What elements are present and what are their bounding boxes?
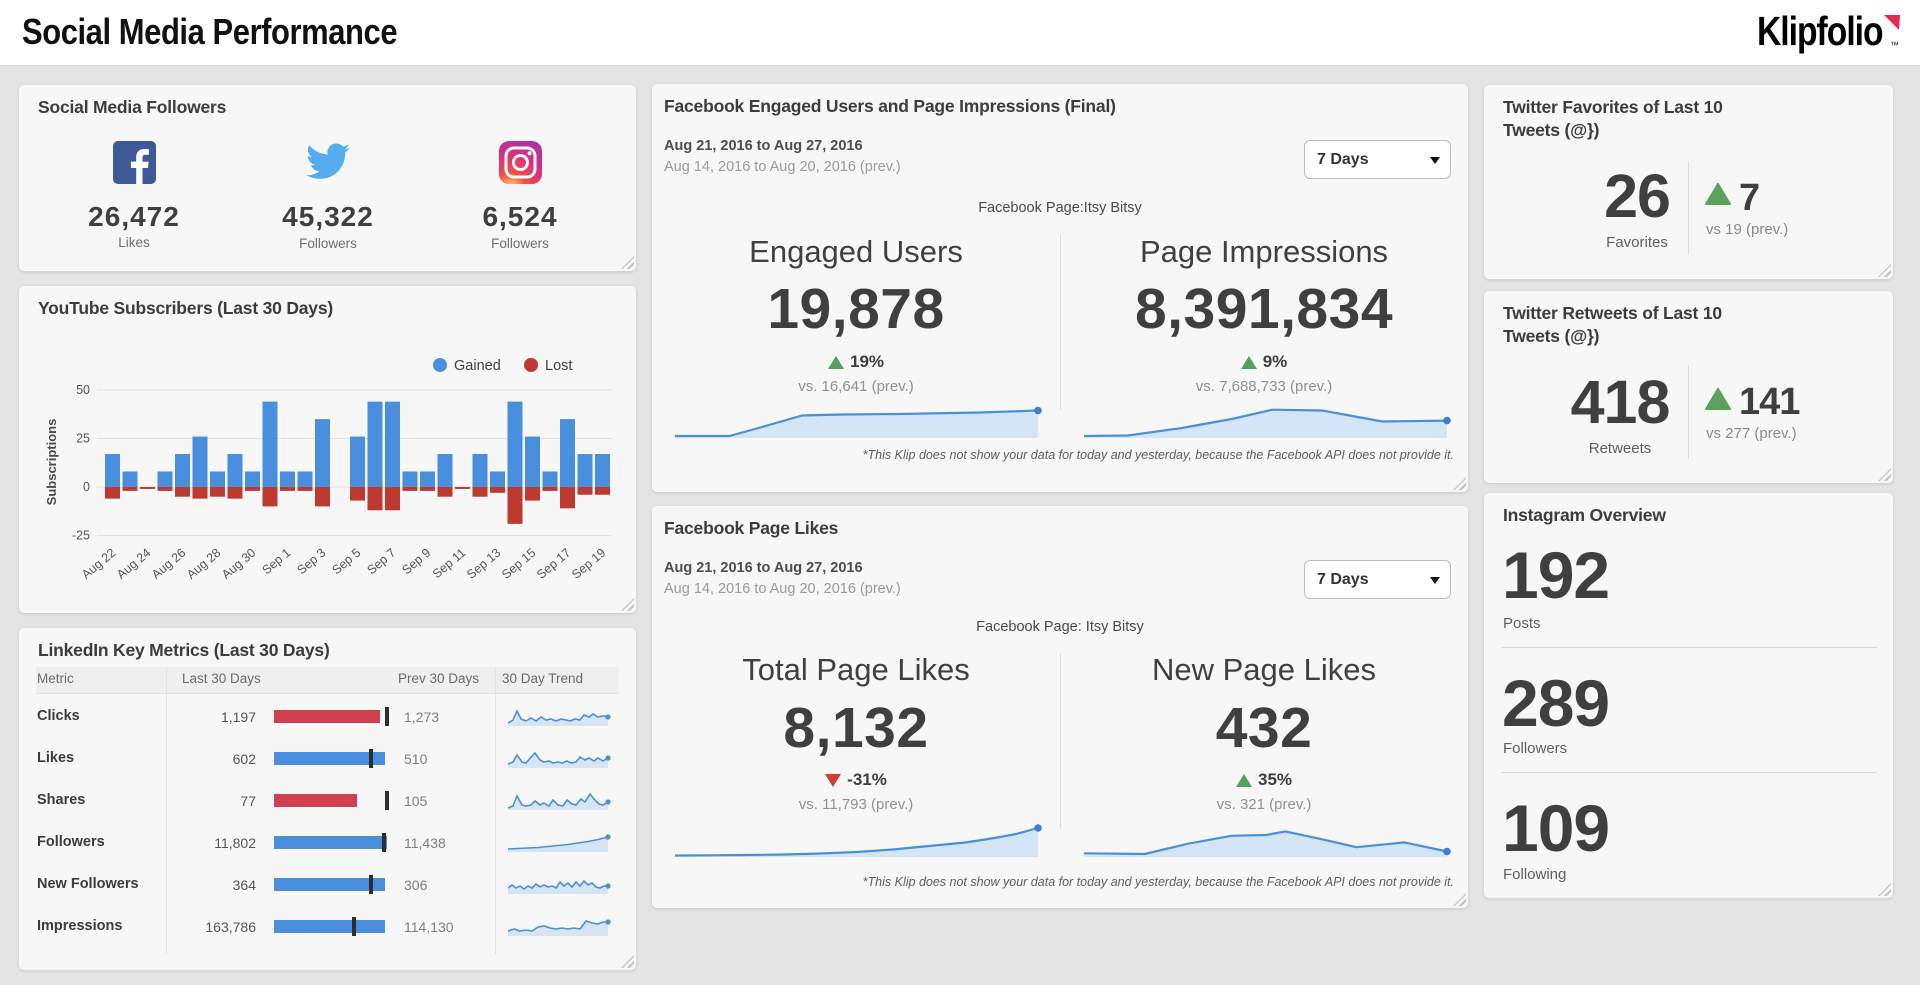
svg-text:Sep 5: Sep 5 [329, 546, 363, 578]
svg-text:Aug 22: Aug 22 [79, 546, 118, 582]
svg-text:Lost: Lost [545, 358, 572, 374]
svg-text:Aug 26: Aug 26 [149, 546, 188, 582]
svg-text:0: 0 [83, 480, 90, 494]
svg-text:Sep 7: Sep 7 [364, 546, 398, 578]
svg-text:Sep 11: Sep 11 [430, 546, 469, 582]
svg-text:-25: -25 [72, 529, 90, 543]
svg-text:Sep 17: Sep 17 [534, 546, 573, 582]
svg-text:Gained: Gained [454, 358, 501, 374]
svg-text:Subscriptions: Subscriptions [44, 419, 59, 506]
svg-text:25: 25 [76, 432, 90, 446]
svg-text:Sep 9: Sep 9 [399, 546, 433, 578]
svg-text:Aug 28: Aug 28 [184, 546, 223, 582]
svg-text:Aug 24: Aug 24 [114, 546, 153, 582]
svg-text:Sep 3: Sep 3 [294, 546, 328, 578]
svg-text:Sep 1: Sep 1 [259, 546, 293, 578]
svg-text:Sep 13: Sep 13 [464, 546, 503, 582]
svg-text:50: 50 [76, 383, 90, 397]
svg-text:Sep 19: Sep 19 [569, 546, 608, 582]
svg-text:Sep 15: Sep 15 [499, 546, 538, 582]
svg-text:Aug 30: Aug 30 [219, 546, 258, 582]
